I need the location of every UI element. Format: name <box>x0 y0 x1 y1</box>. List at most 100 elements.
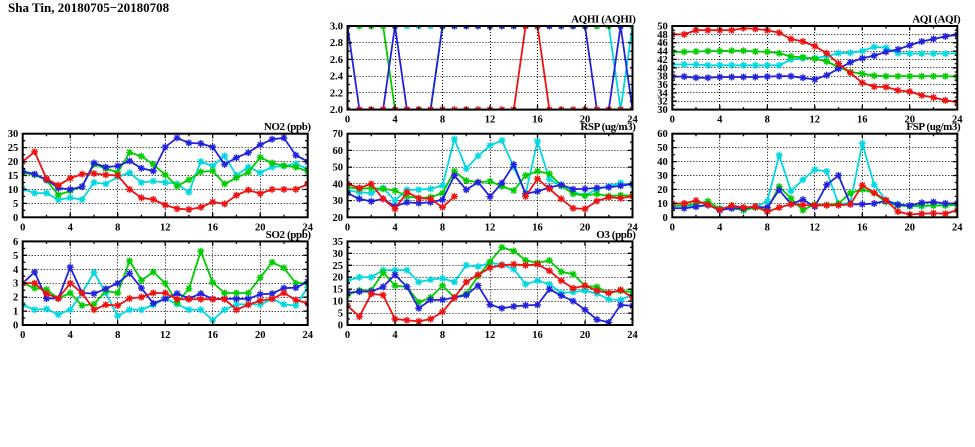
svg-text:20: 20 <box>905 222 916 233</box>
svg-text:12: 12 <box>160 222 171 233</box>
svg-text:24: 24 <box>627 115 638 126</box>
svg-text:24: 24 <box>302 222 313 233</box>
svg-text:0: 0 <box>663 213 668 224</box>
svg-text:16: 16 <box>857 115 868 126</box>
svg-text:46: 46 <box>657 38 668 49</box>
svg-text:4: 4 <box>392 330 398 341</box>
svg-text:20: 20 <box>580 222 591 233</box>
svg-text:5: 5 <box>338 309 343 320</box>
svg-text:16: 16 <box>532 115 543 126</box>
svg-text:35: 35 <box>333 237 344 248</box>
svg-text:12: 12 <box>485 330 496 341</box>
svg-text:8: 8 <box>115 330 120 341</box>
svg-text:Sha Tin, 20180705−20180708: Sha Tin, 20180705−20180708 <box>8 0 170 15</box>
svg-text:12: 12 <box>485 222 496 233</box>
svg-text:RSP (ug/m3): RSP (ug/m3) <box>580 121 636 133</box>
svg-text:50: 50 <box>657 143 668 154</box>
svg-text:2.6: 2.6 <box>330 55 343 66</box>
svg-text:40: 40 <box>333 179 344 190</box>
svg-text:20: 20 <box>580 330 591 341</box>
svg-text:4: 4 <box>392 115 398 126</box>
svg-text:12: 12 <box>810 115 821 126</box>
svg-text:O3 (ppb): O3 (ppb) <box>596 229 636 241</box>
svg-text:4: 4 <box>717 222 723 233</box>
svg-text:10: 10 <box>8 185 19 196</box>
svg-text:8: 8 <box>765 115 770 126</box>
svg-text:3.0: 3.0 <box>330 22 343 33</box>
svg-text:0: 0 <box>345 115 350 126</box>
svg-text:16: 16 <box>532 222 543 233</box>
svg-text:4: 4 <box>717 115 723 126</box>
svg-text:20: 20 <box>657 185 668 196</box>
svg-text:20: 20 <box>333 273 344 284</box>
svg-text:0: 0 <box>20 222 25 233</box>
svg-text:15: 15 <box>333 285 344 296</box>
svg-text:30: 30 <box>657 105 668 116</box>
svg-text:3: 3 <box>13 279 18 290</box>
svg-text:24: 24 <box>952 222 963 233</box>
svg-text:70: 70 <box>333 129 344 140</box>
svg-text:25: 25 <box>333 261 344 272</box>
svg-text:0: 0 <box>20 330 25 341</box>
svg-text:10: 10 <box>333 297 344 308</box>
svg-text:48: 48 <box>657 30 668 41</box>
svg-text:38: 38 <box>657 72 668 83</box>
svg-text:10: 10 <box>657 199 668 210</box>
svg-text:2.8: 2.8 <box>330 38 343 49</box>
svg-text:15: 15 <box>8 171 19 182</box>
svg-text:34: 34 <box>657 88 668 99</box>
svg-text:16: 16 <box>857 222 868 233</box>
svg-text:5: 5 <box>13 199 18 210</box>
svg-text:0: 0 <box>345 222 350 233</box>
svg-text:20: 20 <box>8 157 19 168</box>
svg-text:12: 12 <box>485 115 496 126</box>
svg-text:30: 30 <box>333 196 344 207</box>
svg-text:AQHI (AQHI): AQHI (AQHI) <box>571 14 636 26</box>
svg-text:24: 24 <box>302 330 313 341</box>
svg-text:50: 50 <box>333 163 344 174</box>
svg-text:20: 20 <box>255 330 266 341</box>
svg-text:SO2 (ppb): SO2 (ppb) <box>266 229 312 241</box>
svg-text:12: 12 <box>160 330 171 341</box>
svg-text:30: 30 <box>333 249 344 260</box>
svg-text:4: 4 <box>68 222 74 233</box>
svg-text:0: 0 <box>670 222 675 233</box>
svg-text:NO2 (ppb): NO2 (ppb) <box>264 121 312 133</box>
svg-text:5: 5 <box>13 251 18 262</box>
svg-text:4: 4 <box>392 222 398 233</box>
svg-text:16: 16 <box>207 330 218 341</box>
svg-text:24: 24 <box>627 222 638 233</box>
svg-text:30: 30 <box>657 171 668 182</box>
svg-text:8: 8 <box>440 222 445 233</box>
svg-text:0: 0 <box>13 321 18 332</box>
svg-text:32: 32 <box>657 97 668 108</box>
svg-text:16: 16 <box>207 222 218 233</box>
svg-text:8: 8 <box>115 222 120 233</box>
svg-text:4: 4 <box>68 330 74 341</box>
svg-text:0: 0 <box>338 321 343 332</box>
svg-text:AQI (AQI): AQI (AQI) <box>912 14 961 26</box>
svg-text:1: 1 <box>13 307 18 318</box>
svg-text:20: 20 <box>333 213 344 224</box>
svg-text:2: 2 <box>13 293 18 304</box>
svg-text:44: 44 <box>657 47 668 58</box>
svg-text:24: 24 <box>952 115 963 126</box>
svg-text:2.0: 2.0 <box>330 105 343 116</box>
svg-text:0: 0 <box>670 115 675 126</box>
svg-text:16: 16 <box>532 330 543 341</box>
svg-text:20: 20 <box>905 115 916 126</box>
svg-text:40: 40 <box>657 157 668 168</box>
svg-text:25: 25 <box>8 143 19 154</box>
svg-text:0: 0 <box>13 213 18 224</box>
svg-text:8: 8 <box>440 115 445 126</box>
svg-text:2.2: 2.2 <box>330 88 343 99</box>
svg-text:FSP (ug/m3): FSP (ug/m3) <box>906 121 961 133</box>
svg-text:36: 36 <box>657 80 668 91</box>
svg-text:40: 40 <box>657 63 668 74</box>
svg-text:4: 4 <box>13 265 19 276</box>
svg-text:2.4: 2.4 <box>330 72 344 83</box>
svg-text:20: 20 <box>580 115 591 126</box>
svg-text:20: 20 <box>255 222 266 233</box>
svg-text:50: 50 <box>657 22 668 33</box>
svg-text:12: 12 <box>810 222 821 233</box>
